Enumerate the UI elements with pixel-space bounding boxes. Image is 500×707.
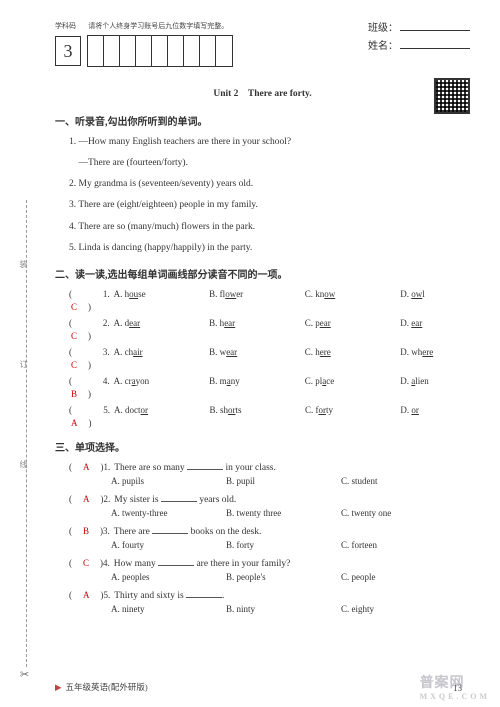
phonics-row: ( A )5.A. doctorB. shortsC. fortyD. or bbox=[69, 403, 470, 429]
phonics-row: ( C )1.A. houseB. flowerC. knowD. owl bbox=[69, 287, 470, 313]
section-1-body: 1. —How many English teachers are there … bbox=[55, 134, 470, 256]
listening-item: —There are (fourteen/forty). bbox=[69, 155, 470, 171]
mcq-stem: ( A )5.Thirty and sixty is . bbox=[69, 588, 470, 601]
footer-triangle-icon: ▶ bbox=[55, 682, 62, 692]
header-instruction: 请将个人终身学习账号后九位数字填写完整。 bbox=[88, 22, 228, 30]
listening-item: 3. There are (eight/eighteen) people in … bbox=[69, 197, 470, 213]
code-block: 学科码 请将个人终身学习账号后九位数字填写完整。 3 bbox=[55, 20, 233, 67]
section-3-title: 三、单项选择。 bbox=[55, 439, 470, 454]
watermark: 普案网 MXQE.COM bbox=[420, 672, 490, 701]
subject-code-label: 学科码 bbox=[55, 22, 76, 30]
mcq-options: A. twenty-threeB. twenty threeC. twenty … bbox=[111, 508, 470, 518]
header-row: 学科码 请将个人终身学习账号后九位数字填写完整。 3 班级： 姓名： bbox=[55, 20, 470, 67]
phonics-row: ( C )2.A. dearB. hearC. pearD. ear bbox=[69, 316, 470, 342]
mcq-stem: ( A )2.My sister is years old. bbox=[69, 492, 470, 505]
class-field[interactable] bbox=[400, 30, 470, 31]
small-boxes[interactable] bbox=[87, 35, 233, 67]
section-2-body: ( C )1.A. houseB. flowerC. knowD. owl ( C… bbox=[55, 287, 470, 429]
phonics-row: ( C )3.A. chairB. wearC. hereD. where bbox=[69, 345, 470, 371]
mcq-stem: ( A )1.There are so many in your class. bbox=[69, 460, 470, 473]
bind-label-1: 装 bbox=[18, 260, 29, 268]
unit-title: Unit 2 There are forty. bbox=[55, 85, 470, 99]
binding-dash-line bbox=[26, 200, 27, 667]
footer-label: 五年级英语(配外研版) bbox=[66, 682, 148, 692]
section-2-title: 二、读一读,选出每组单词画线部分读音不同的一项。 bbox=[55, 266, 470, 281]
phonics-row: ( B )4.A. crayonB. manyC. placeD. alien bbox=[69, 374, 470, 400]
id-boxes: 3 bbox=[55, 35, 233, 67]
mcq-stem: ( B )3.There are books on the desk. bbox=[69, 524, 470, 537]
big-number-box: 3 bbox=[55, 36, 81, 66]
watermark-sub: MXQE.COM bbox=[420, 692, 490, 701]
scissor-icon: ✂ bbox=[20, 668, 29, 681]
mcq-options: A. pupilsB. pupilC. student bbox=[111, 476, 470, 486]
listening-item: 5. Linda is dancing (happy/happily) in t… bbox=[69, 240, 470, 256]
section-1-title: 一、听录音,勾出你所听到的单词。 bbox=[55, 113, 470, 128]
mcq-options: A. peoplesB. people'sC. people bbox=[111, 572, 470, 582]
mcq-options: A. ninetyB. nintyC. eighty bbox=[111, 604, 470, 614]
footer-text: ▶ 五年级英语(配外研版) bbox=[55, 681, 148, 693]
mcq-options: A. fourtyB. fortyC. forteen bbox=[111, 540, 470, 550]
listening-item: 4. There are so (many/much) flowers in t… bbox=[69, 219, 470, 235]
listening-item: 2. My grandma is (seventeen/seventy) yea… bbox=[69, 176, 470, 192]
listening-item: 1. —How many English teachers are there … bbox=[69, 134, 470, 150]
class-label: 班级： bbox=[368, 20, 398, 38]
bind-label-2: 订 bbox=[18, 360, 29, 368]
name-label: 姓名： bbox=[368, 38, 398, 56]
section-3-body: ( A )1.There are so many in your class. A… bbox=[55, 460, 470, 614]
worksheet-page: 装 订 线 ✂ 学科码 请将个人终身学习账号后九位数字填写完整。 3 班级： 姓… bbox=[0, 0, 500, 707]
mcq-stem: ( C )4.How many are there in your family… bbox=[69, 556, 470, 569]
qr-code bbox=[434, 78, 470, 114]
watermark-main: 普案网 bbox=[420, 676, 465, 691]
name-block: 班级： 姓名： bbox=[368, 20, 470, 56]
name-field[interactable] bbox=[400, 48, 470, 49]
bind-label-3: 线 bbox=[18, 460, 29, 468]
